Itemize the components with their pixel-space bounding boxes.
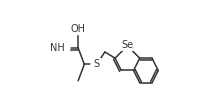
Circle shape bbox=[91, 59, 102, 70]
Circle shape bbox=[73, 23, 84, 35]
Circle shape bbox=[122, 40, 133, 51]
Text: NH: NH bbox=[50, 43, 64, 53]
Text: S: S bbox=[93, 59, 100, 69]
Circle shape bbox=[59, 42, 70, 54]
Text: Se: Se bbox=[121, 40, 133, 50]
Text: OH: OH bbox=[71, 24, 86, 34]
